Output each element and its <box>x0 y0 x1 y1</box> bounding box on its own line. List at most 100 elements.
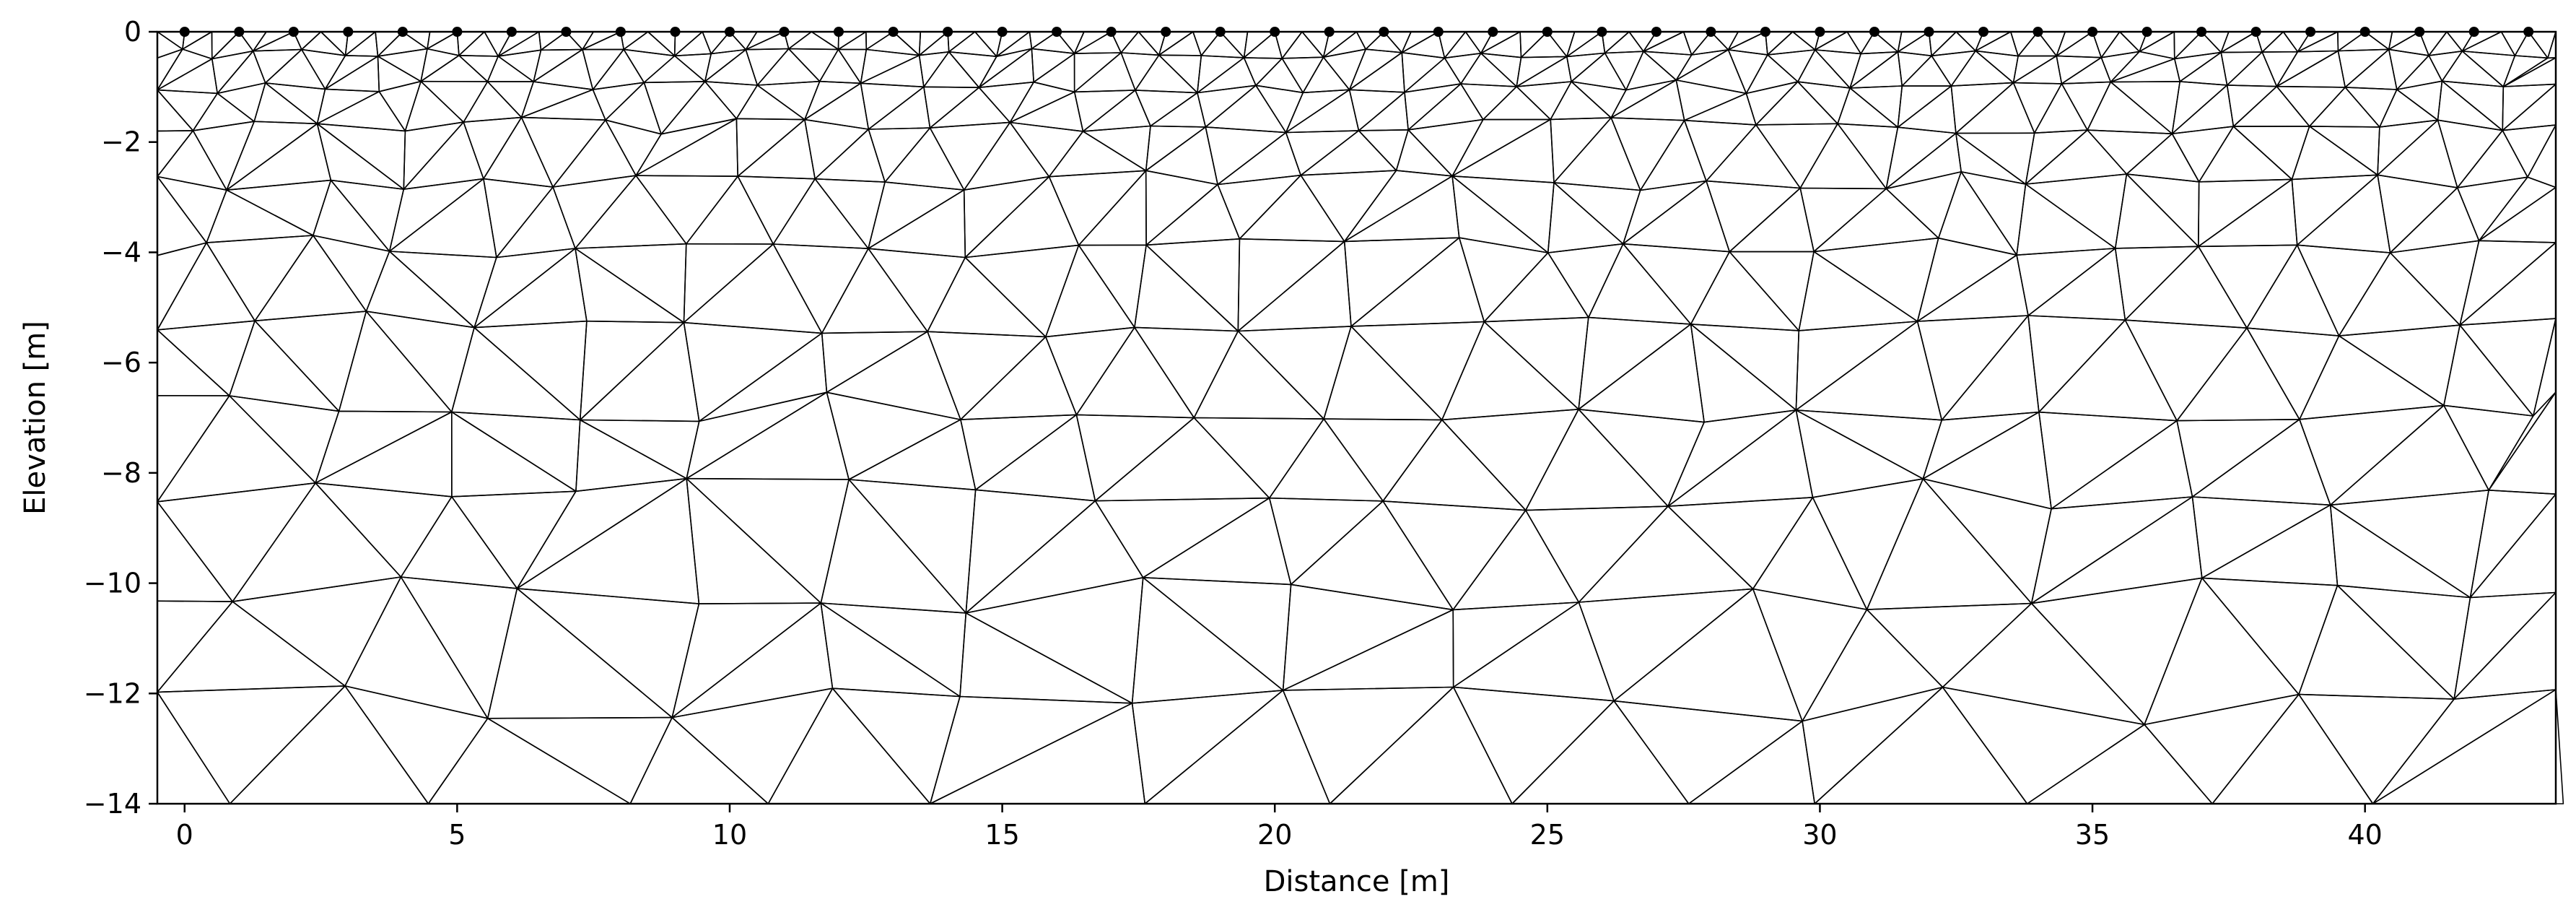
mesh-triangle <box>1547 182 1624 253</box>
mesh-triangle <box>1281 31 1324 59</box>
mesh-triangle <box>685 175 774 245</box>
mesh-triangle <box>2176 418 2300 498</box>
mesh-triangle <box>1799 123 1887 190</box>
mesh-triangle <box>2201 577 2339 695</box>
mesh-triangle <box>884 127 965 191</box>
mesh-triangle <box>1145 183 1241 246</box>
mesh-triangle <box>745 48 790 86</box>
mesh-triangle <box>965 576 1144 704</box>
mesh-triangle <box>450 411 577 498</box>
mesh-triangle <box>1901 55 1952 87</box>
mesh-triangle <box>2336 584 2471 700</box>
mesh-triangle <box>960 414 1078 491</box>
mesh-triangle <box>1460 53 1517 87</box>
mesh-triangle <box>1752 588 1868 722</box>
mesh-triangle <box>157 175 207 256</box>
mesh-triangle <box>767 687 931 804</box>
mesh-triangle <box>2443 404 2534 491</box>
mesh-triangle <box>2502 83 2557 131</box>
mesh-triangle <box>1799 187 1887 253</box>
mesh-triangle <box>2478 186 2557 243</box>
mesh-triangle <box>2344 48 2398 90</box>
mesh-triangle <box>2191 418 2331 506</box>
mesh-triangle <box>1120 52 1160 91</box>
y-tick-label: 0 <box>124 16 141 48</box>
mesh-triangle <box>671 602 834 719</box>
x-axis-label: Distance [m] <box>1264 865 1450 898</box>
mesh-triangle <box>463 116 523 180</box>
mesh-triangle <box>1797 81 1851 125</box>
mesh-triangle <box>1282 609 1454 691</box>
mesh-triangle <box>787 48 839 82</box>
mesh-triangle <box>820 479 967 614</box>
x-tick-label: 25 <box>1530 819 1565 851</box>
mesh-triangle <box>1350 321 1485 421</box>
mesh-triangle <box>1578 588 1754 702</box>
mesh-triangle <box>344 576 489 719</box>
mesh-triangle <box>217 82 266 122</box>
mesh-triangle <box>1300 170 1397 243</box>
mesh-triangle <box>1922 478 2052 604</box>
mesh-triangle <box>1525 408 1669 511</box>
mesh-triangle <box>192 92 256 131</box>
mesh-triangle <box>1219 31 1249 58</box>
mesh-triangle <box>1550 81 1612 121</box>
mesh-triangle <box>1745 81 1799 126</box>
mesh-triangle <box>1688 720 1815 804</box>
mesh-triangle <box>1458 237 1549 323</box>
mesh-triangle <box>1916 237 2017 322</box>
mesh-triangle <box>1795 321 1943 421</box>
mesh-triangle <box>1916 254 2029 322</box>
mesh-triangle <box>1075 414 1195 502</box>
mesh-triangle <box>483 178 554 259</box>
mesh-triangle <box>2171 84 2235 134</box>
mesh-triangle <box>1683 92 1757 126</box>
mesh-triangle <box>2226 84 2278 127</box>
mesh-triangle <box>157 242 256 331</box>
mesh-triangle <box>1667 409 1814 507</box>
mesh-triangle <box>1464 31 1494 54</box>
mesh-triangle <box>1285 130 1360 176</box>
mesh-triangle <box>1009 81 1075 123</box>
mesh-triangle <box>2547 31 2557 59</box>
mesh-triangle <box>2296 244 2391 337</box>
mesh-triangle <box>2056 55 2103 84</box>
mesh-triangle <box>1767 49 1816 82</box>
mesh-triangle <box>1285 89 1360 134</box>
mesh-triangle <box>2488 391 2557 495</box>
mesh-triangle <box>737 175 816 245</box>
mesh-triangle <box>2030 577 2203 726</box>
mesh-triangle <box>1795 409 1924 498</box>
mesh-triangle <box>1009 121 1084 178</box>
mesh-triangle <box>483 116 554 188</box>
mesh-triangle <box>635 175 739 245</box>
mesh-triangle <box>1729 187 1815 253</box>
mesh-triangle <box>698 332 828 422</box>
mesh-triangle <box>1802 686 1944 804</box>
mesh-triangle <box>516 477 700 604</box>
mesh-triangle <box>2114 246 2199 321</box>
mesh-triangle <box>520 89 606 121</box>
mesh-triangle <box>2276 85 2346 127</box>
mesh-triangle <box>2308 87 2380 128</box>
mesh-triangle <box>1955 132 2035 185</box>
mesh-triangle <box>388 251 497 329</box>
mesh-triangle <box>643 81 706 135</box>
y-tick-label: −12 <box>84 677 141 709</box>
mesh-triangle <box>1322 48 1366 91</box>
y-tick-label: −10 <box>84 568 141 599</box>
mesh-triangle <box>1343 170 1453 243</box>
mesh-triangle <box>1329 686 1513 804</box>
mesh-triangle <box>892 31 922 56</box>
mesh-triangle <box>1031 48 1075 83</box>
mesh-triangle <box>923 86 980 129</box>
mesh-triangle <box>1690 251 1800 331</box>
mesh-triangle <box>1814 686 2028 804</box>
mesh-triangle <box>673 31 712 57</box>
mesh-triangle <box>756 48 821 86</box>
mesh-triangle <box>206 235 314 322</box>
mesh-triangle <box>2033 83 2088 134</box>
mesh-triangle <box>1451 175 1555 253</box>
mesh-triangle <box>927 256 1047 338</box>
mesh-triangle <box>772 178 869 250</box>
